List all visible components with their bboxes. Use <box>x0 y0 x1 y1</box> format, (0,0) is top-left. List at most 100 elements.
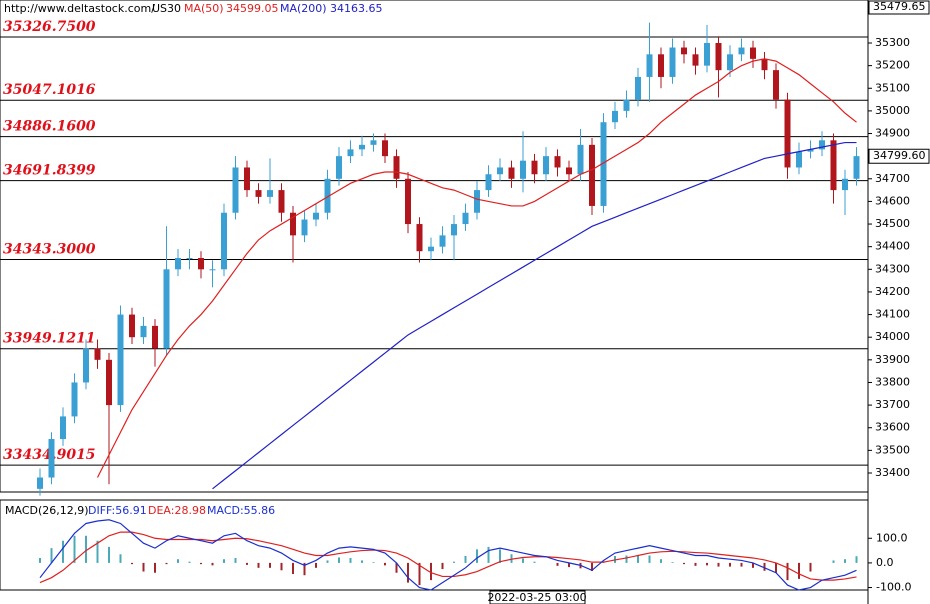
candle-body <box>278 190 285 213</box>
macd-title: MACD(26,12,9) <box>5 504 89 517</box>
y-tick-label: 34900 <box>875 127 910 140</box>
candle-body <box>474 190 480 213</box>
candle-body <box>635 76 641 100</box>
time-box <box>489 590 586 604</box>
y-tick-label: 34500 <box>875 217 910 230</box>
candle-body <box>48 439 55 478</box>
level-label: 34691.8399 <box>3 163 96 179</box>
candle-body <box>451 224 457 236</box>
candle-body <box>520 160 526 179</box>
candle-body <box>531 160 538 175</box>
candle-body <box>819 140 825 150</box>
diff-line <box>39 519 857 591</box>
candle-body <box>462 212 469 225</box>
candle-body <box>152 325 158 349</box>
level-label: 35047.1016 <box>3 82 96 98</box>
candle-body <box>600 122 607 206</box>
candle-body <box>497 167 503 175</box>
macd-tick-label: -100.0 <box>876 581 911 594</box>
candle-body <box>267 190 273 197</box>
candle-body <box>83 348 89 383</box>
y-tick-label: 33400 <box>875 466 910 479</box>
y-tick-label: 35300 <box>875 36 910 49</box>
y-tick-label: 35200 <box>875 59 910 72</box>
candle-body <box>623 99 630 111</box>
candle-body <box>301 219 308 236</box>
candle-body <box>209 269 216 271</box>
candle-body <box>439 235 446 247</box>
candle-body <box>669 47 676 77</box>
candle-body <box>589 144 595 206</box>
dea-line <box>39 531 857 584</box>
candle-body <box>198 257 204 270</box>
ma50-label: MA(50) <box>184 2 224 15</box>
y-tick-label: 33500 <box>875 443 910 456</box>
candle-body <box>336 156 342 179</box>
macd-tick-label: 100.0 <box>876 531 908 544</box>
candle-body <box>428 246 434 252</box>
candle-body <box>773 70 779 100</box>
candle-body <box>140 325 147 338</box>
candle-body <box>543 156 549 175</box>
y-tick-label: 35000 <box>875 104 910 117</box>
candle-body <box>255 190 262 197</box>
diff-label: DIFF:56.91 <box>88 504 147 517</box>
candle-body <box>727 54 733 71</box>
candle-body <box>842 178 848 191</box>
candle-body <box>359 144 365 150</box>
candle-body <box>508 167 515 179</box>
level-label: 34886.1600 <box>3 119 96 135</box>
candle-body <box>94 348 101 360</box>
level-label: 33949.1211 <box>3 331 96 347</box>
candle-body <box>313 212 319 220</box>
macd-panel <box>0 499 869 591</box>
y-tick-label: 34200 <box>875 285 910 298</box>
y-tick-label: 33700 <box>875 398 910 411</box>
candle-body <box>244 167 250 191</box>
candle-body <box>566 167 572 175</box>
top-price-box <box>868 0 930 15</box>
macd-tick-label: 0.0 <box>876 556 894 569</box>
candle-body <box>37 477 43 489</box>
ma200-line <box>212 141 857 490</box>
candle-body <box>71 382 78 417</box>
candle-body <box>117 314 124 406</box>
dea-label: DEA:28.98 <box>148 504 206 517</box>
ma50-line <box>96 58 857 478</box>
candle-body <box>692 54 699 66</box>
candle-body <box>416 224 423 252</box>
candle-body <box>232 167 239 213</box>
candle-body <box>485 174 492 191</box>
y-tick-label: 35100 <box>875 81 910 94</box>
y-tick-label: 34400 <box>875 240 910 253</box>
last-price: 34799.60 <box>873 149 926 162</box>
candle-body <box>324 178 331 213</box>
price-panel <box>0 0 869 493</box>
candle-body <box>761 58 768 71</box>
candle-body <box>347 149 354 157</box>
candle-body <box>382 140 388 157</box>
candle-body <box>370 140 377 145</box>
y-tick-label: 34700 <box>875 172 910 185</box>
candle-body <box>784 99 791 168</box>
candle-body <box>129 314 135 338</box>
y-tick-label: 34600 <box>875 194 910 207</box>
candle-body <box>186 257 193 259</box>
candle-body <box>658 54 664 77</box>
level-label: 35326.7500 <box>3 19 96 35</box>
candle-body <box>646 54 653 77</box>
candle-body <box>106 359 112 406</box>
last-price-box <box>868 148 930 164</box>
symbol: US30 <box>152 2 181 15</box>
top-price: 35479.65 <box>873 0 926 13</box>
candle-body <box>577 144 584 175</box>
ma200-value: 34163.65 <box>330 2 383 15</box>
candle-body <box>405 178 411 225</box>
candle-body <box>681 47 687 55</box>
candle-body <box>221 212 227 270</box>
y-tick-label: 34100 <box>875 308 910 321</box>
candle-body <box>750 47 756 59</box>
time-label: 2022-03-25 03:00 <box>487 591 586 604</box>
candle-body <box>554 156 561 168</box>
